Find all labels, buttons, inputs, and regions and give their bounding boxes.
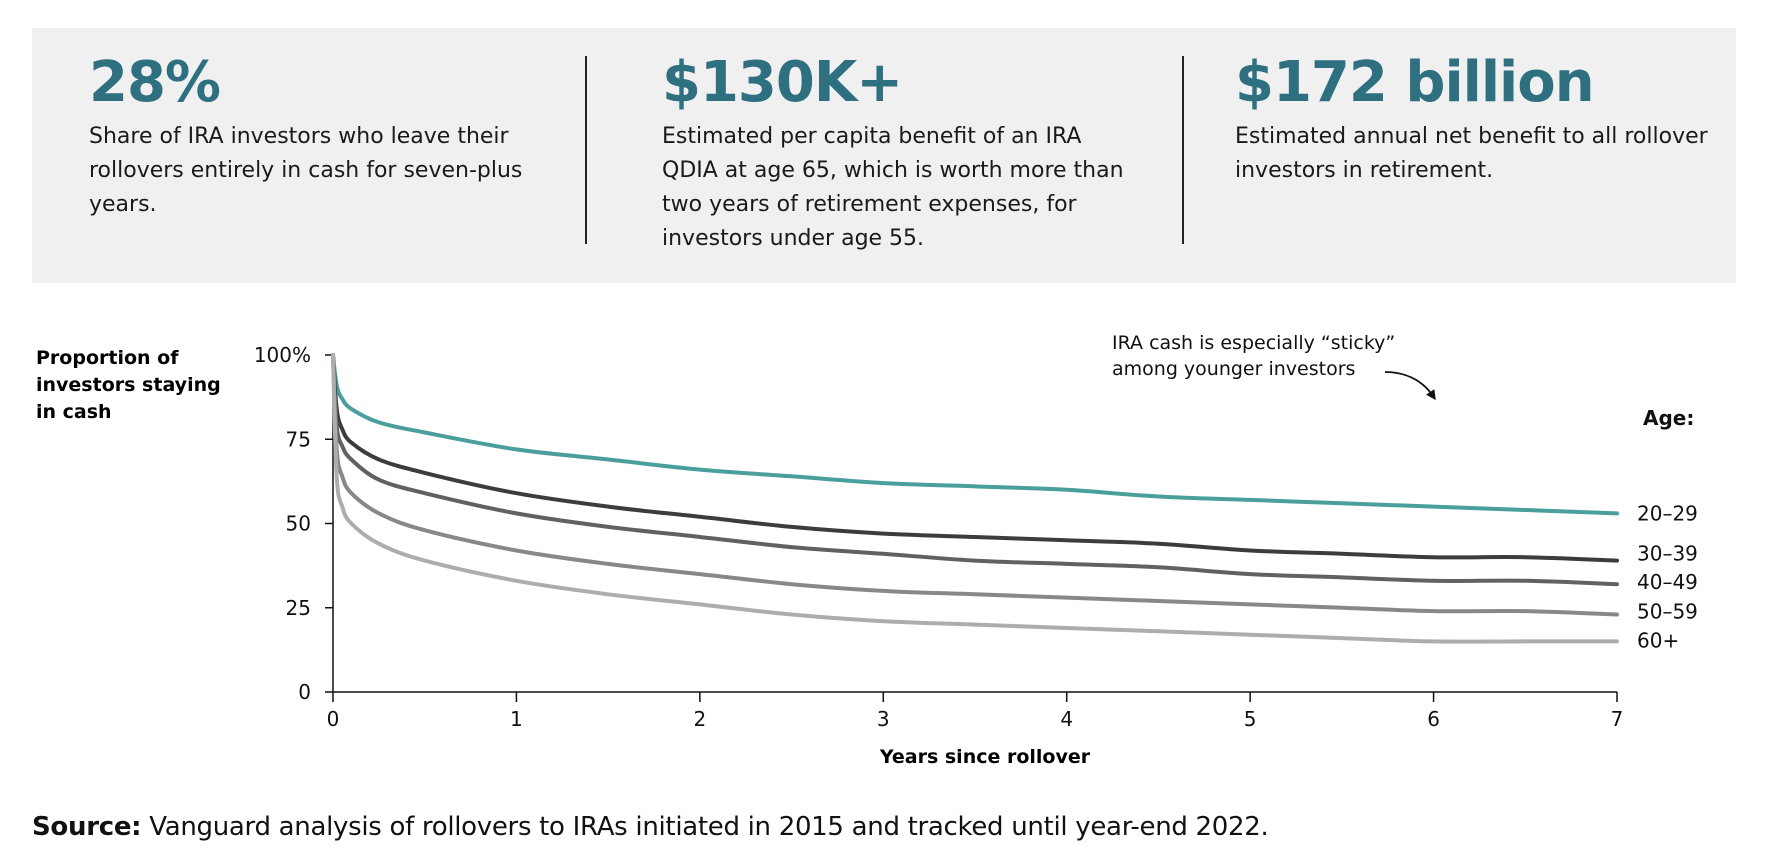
x-tick-label: 1: [510, 707, 523, 731]
series-line: [331, 353, 1619, 516]
legend-label: 40–49: [1637, 570, 1698, 594]
legend-label: 50–59: [1637, 599, 1698, 623]
series-line: [331, 353, 1619, 563]
series-line: [331, 353, 1619, 644]
x-axis-title: Years since rollover: [879, 746, 1091, 768]
x-tick-label: 3: [877, 707, 890, 731]
legend-label: 30–39: [1637, 542, 1698, 566]
stat-divider: [585, 56, 587, 244]
legend-label: 20–29: [1637, 501, 1698, 525]
stat-value: $130K+: [662, 50, 903, 115]
annotation-line: among younger investors: [1112, 358, 1355, 380]
x-tick-label: 0: [327, 707, 340, 731]
stat-description: Share of IRA investors who leave their r…: [89, 124, 523, 217]
stat-value: 28%: [89, 50, 221, 115]
stat-annual-net-benefit: $172 billion Estimated annual net benefi…: [1235, 48, 1725, 188]
y-tick-label: 50: [286, 512, 311, 536]
annotation: IRA cash is especially “sticky” among you…: [1112, 332, 1436, 401]
y-axis-title-line: Proportion of: [36, 347, 179, 369]
stat-cash-share: 28% Share of IRA investors who leave the…: [89, 48, 529, 222]
legend-title: Age:: [1643, 406, 1694, 430]
stat-value: $172 billion: [1235, 50, 1595, 115]
x-tick-label: 7: [1611, 707, 1624, 731]
tick-labels: 0 25 50 75 100% 0 1 2 3 4 5 6 7: [254, 343, 1624, 731]
legend-label: 60+: [1637, 628, 1679, 652]
source-note: Source: Vanguard analysis of rollovers t…: [32, 812, 1269, 842]
stat-per-capita-benefit: $130K+ Estimated per capita benefit of a…: [662, 48, 1142, 256]
x-tick-label: 2: [693, 707, 706, 731]
annotation-text: IRA cash is especially “sticky” among you…: [1112, 332, 1395, 380]
stat-divider: [1182, 56, 1184, 244]
stats-panel: 28% Share of IRA investors who leave the…: [32, 28, 1736, 283]
x-tick-label: 6: [1427, 707, 1440, 731]
y-tick-label: 0: [298, 680, 311, 704]
source-label: Source:: [32, 812, 142, 842]
y-tick-label: 75: [286, 427, 311, 451]
y-axis-title-text: Proportion of investors staying in cash: [36, 347, 221, 423]
annotation-line: IRA cash is especially “sticky”: [1112, 332, 1395, 354]
y-axis-title-line: in cash: [36, 401, 112, 423]
series-line: [331, 353, 1619, 587]
y-tick-label: 100%: [254, 343, 311, 367]
source-text: Vanguard analysis of rollovers to IRAs i…: [149, 812, 1269, 842]
stat-description: Estimated per capita benefit of an IRA Q…: [662, 124, 1124, 251]
x-tick-label: 5: [1244, 707, 1257, 731]
y-axis-title: Proportion of investors staying in cash: [36, 347, 221, 423]
cash-retention-line-chart: Proportion of investors staying in cash 0 2…: [36, 332, 1698, 768]
y-axis-title-line: investors staying: [36, 374, 221, 396]
stat-description: Estimated annual net benefit to all roll…: [1235, 124, 1708, 183]
x-tick-label: 4: [1060, 707, 1073, 731]
y-tick-label: 25: [286, 596, 311, 620]
series-lines: [331, 353, 1619, 644]
annotation-arrow: [1384, 371, 1436, 401]
series-line: [331, 353, 1619, 617]
legend: Age: 20–29 30–39 40–49 50–59 60+: [1637, 406, 1698, 652]
